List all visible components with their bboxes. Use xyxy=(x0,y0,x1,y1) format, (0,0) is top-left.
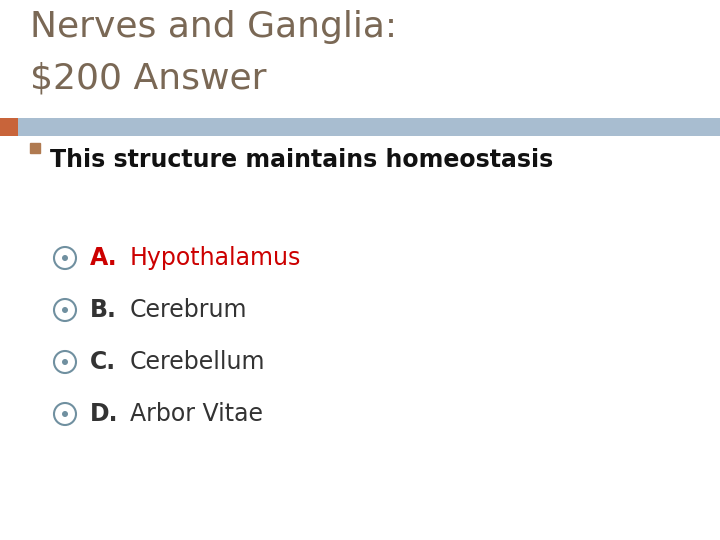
Circle shape xyxy=(62,411,68,417)
Text: B.: B. xyxy=(90,298,117,322)
Text: This structure maintains homeostasis: This structure maintains homeostasis xyxy=(50,148,553,172)
FancyBboxPatch shape xyxy=(0,118,18,136)
FancyBboxPatch shape xyxy=(0,118,720,136)
Text: $200 Answer: $200 Answer xyxy=(30,62,266,96)
Text: Arbor Vitae: Arbor Vitae xyxy=(130,402,263,426)
Circle shape xyxy=(54,247,76,269)
Text: C.: C. xyxy=(90,350,116,374)
Circle shape xyxy=(62,359,68,365)
Circle shape xyxy=(62,255,68,261)
Text: Cerebellum: Cerebellum xyxy=(130,350,266,374)
Circle shape xyxy=(54,403,76,425)
Circle shape xyxy=(62,307,68,313)
FancyBboxPatch shape xyxy=(30,143,40,153)
Text: Hypothalamus: Hypothalamus xyxy=(130,246,302,270)
Text: A.: A. xyxy=(90,246,117,270)
Text: Nerves and Ganglia:: Nerves and Ganglia: xyxy=(30,10,397,44)
Text: Cerebrum: Cerebrum xyxy=(130,298,248,322)
Text: D.: D. xyxy=(90,402,119,426)
Circle shape xyxy=(54,299,76,321)
Circle shape xyxy=(54,351,76,373)
